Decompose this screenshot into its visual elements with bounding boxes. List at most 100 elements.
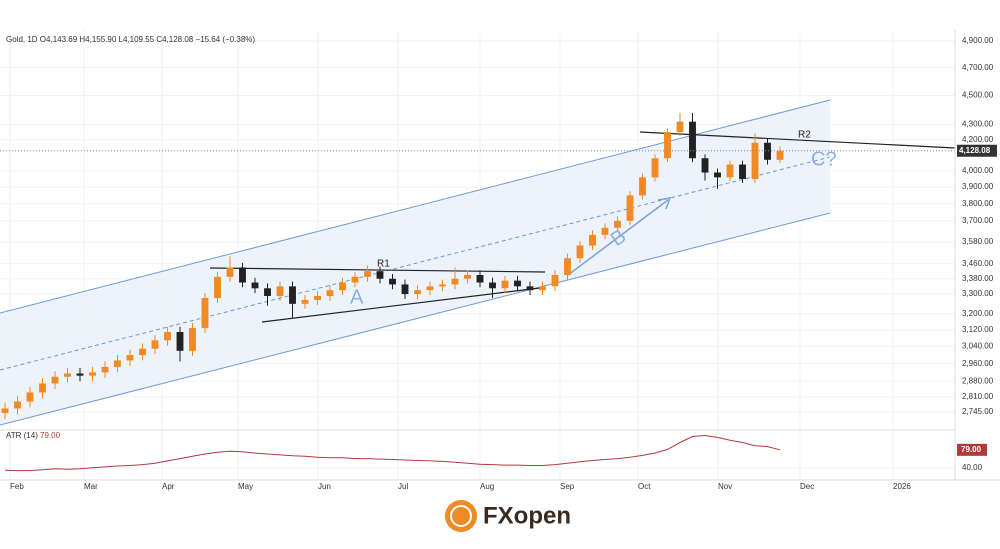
candle-body bbox=[164, 332, 171, 341]
atr-value: 79.00 bbox=[40, 431, 61, 440]
candle-body bbox=[726, 164, 734, 178]
candle-body bbox=[539, 286, 546, 291]
candle-body bbox=[201, 297, 209, 328]
atr-name: ATR (14) bbox=[6, 431, 38, 440]
candle-body bbox=[714, 172, 721, 178]
chart-title: Gold, 1D O4,143.69 H4,155.90 L4,109.55 C… bbox=[6, 35, 255, 44]
candle-body bbox=[689, 121, 696, 159]
atr-value-box bbox=[957, 443, 987, 456]
candle-body bbox=[601, 227, 609, 235]
candle-body bbox=[214, 276, 221, 298]
candle-body bbox=[776, 150, 784, 160]
y-tick-label: 3,580.00 bbox=[962, 237, 994, 246]
channel-mid bbox=[0, 156, 831, 371]
candle-body bbox=[114, 360, 121, 367]
candle-body bbox=[614, 220, 621, 228]
candle-body bbox=[189, 327, 196, 351]
y-tick-label: 4,000.00 bbox=[962, 166, 994, 175]
candle-body bbox=[451, 278, 459, 285]
x-tick-label: May bbox=[238, 482, 253, 491]
candle-body bbox=[314, 296, 321, 300]
y-tick-label: 4,900.00 bbox=[962, 36, 994, 45]
candle-body bbox=[526, 286, 534, 291]
candle-body bbox=[376, 271, 384, 279]
y-tick-label: 2,960.00 bbox=[962, 359, 994, 368]
y-tick-label: 4,200.00 bbox=[962, 135, 994, 144]
candle-body bbox=[676, 121, 684, 133]
candle-body bbox=[89, 372, 96, 376]
y-tick-label: 4,700.00 bbox=[962, 63, 994, 72]
atr-tick-label: 40.00 bbox=[962, 463, 983, 472]
y-tick-label: 2,810.00 bbox=[962, 392, 994, 401]
candle-body bbox=[326, 290, 334, 297]
x-tick-label: Jul bbox=[398, 482, 408, 491]
y-tick-label: 2,745.00 bbox=[962, 407, 994, 416]
candle-body bbox=[701, 158, 709, 173]
grid bbox=[0, 30, 955, 480]
y-tick-label: 4,500.00 bbox=[962, 91, 994, 100]
candle-body bbox=[476, 274, 484, 283]
candle-body bbox=[276, 286, 284, 297]
channel-lower bbox=[0, 212, 831, 426]
y-tick-label: 3,300.00 bbox=[962, 289, 994, 298]
candle-body bbox=[101, 366, 109, 373]
logo-text: FXopen bbox=[483, 502, 571, 529]
support-line bbox=[261, 287, 541, 323]
candle-body bbox=[401, 284, 409, 295]
candle-body bbox=[176, 332, 184, 351]
candle-body bbox=[251, 282, 259, 289]
logo-icon-inner bbox=[450, 505, 472, 527]
x-tick-label: Aug bbox=[480, 482, 494, 491]
y-tick-label: 3,800.00 bbox=[962, 199, 994, 208]
y-tick-label: 3,120.00 bbox=[962, 325, 994, 334]
atr-value-label: 79.00 bbox=[961, 445, 982, 454]
logo-icon bbox=[445, 500, 477, 532]
candle-body bbox=[439, 284, 446, 287]
r1-label: R1 bbox=[377, 259, 390, 270]
r2-label: R2 bbox=[798, 130, 811, 141]
x-tick-label: Jun bbox=[318, 482, 331, 491]
atr-line bbox=[4, 434, 781, 472]
x-tick-label: Feb bbox=[10, 482, 24, 491]
candle-body bbox=[51, 376, 59, 384]
candle-body bbox=[489, 282, 496, 289]
candle-body bbox=[64, 373, 71, 377]
x-tick-label: Sep bbox=[560, 482, 575, 491]
last-price-box bbox=[957, 144, 997, 157]
candle-body bbox=[339, 282, 346, 291]
candle-body bbox=[151, 340, 159, 349]
candle-body bbox=[576, 245, 584, 259]
candle-body bbox=[239, 267, 246, 283]
arrow-b bbox=[567, 199, 669, 276]
wave-c-label: C? bbox=[811, 148, 837, 170]
y-tick-label: 2,880.00 bbox=[962, 376, 994, 385]
plot bbox=[0, 112, 955, 472]
candle-body bbox=[301, 299, 309, 304]
candle-body bbox=[26, 392, 34, 402]
candle-body bbox=[764, 142, 771, 160]
candle-body bbox=[739, 164, 746, 179]
x-tick-label: Nov bbox=[718, 482, 732, 491]
candle-body bbox=[264, 288, 271, 297]
candle-body bbox=[426, 286, 434, 291]
x-tick-label: Oct bbox=[638, 482, 651, 491]
y-tick-label: 3,200.00 bbox=[962, 309, 994, 318]
candle-body bbox=[514, 280, 521, 287]
candle-body bbox=[564, 258, 571, 275]
arrow-b-head bbox=[657, 197, 672, 210]
x-tick-label: Mar bbox=[84, 482, 98, 491]
candle-body bbox=[501, 280, 509, 289]
y-tick-label: 4,300.00 bbox=[962, 120, 994, 129]
y-tick-label: 3,700.00 bbox=[962, 216, 994, 225]
r1-line bbox=[209, 267, 546, 273]
x-tick-label: Apr bbox=[162, 482, 175, 491]
y-tick-label: 3,040.00 bbox=[962, 342, 994, 351]
candle-body bbox=[14, 401, 21, 409]
candle-body bbox=[589, 234, 596, 246]
y-tick-label: 3,900.00 bbox=[962, 182, 994, 191]
x-tick-label: Dec bbox=[800, 482, 814, 491]
candle-body bbox=[626, 195, 634, 221]
y-tick-label: 3,460.00 bbox=[962, 259, 994, 268]
wave-a-label: A bbox=[350, 286, 364, 308]
